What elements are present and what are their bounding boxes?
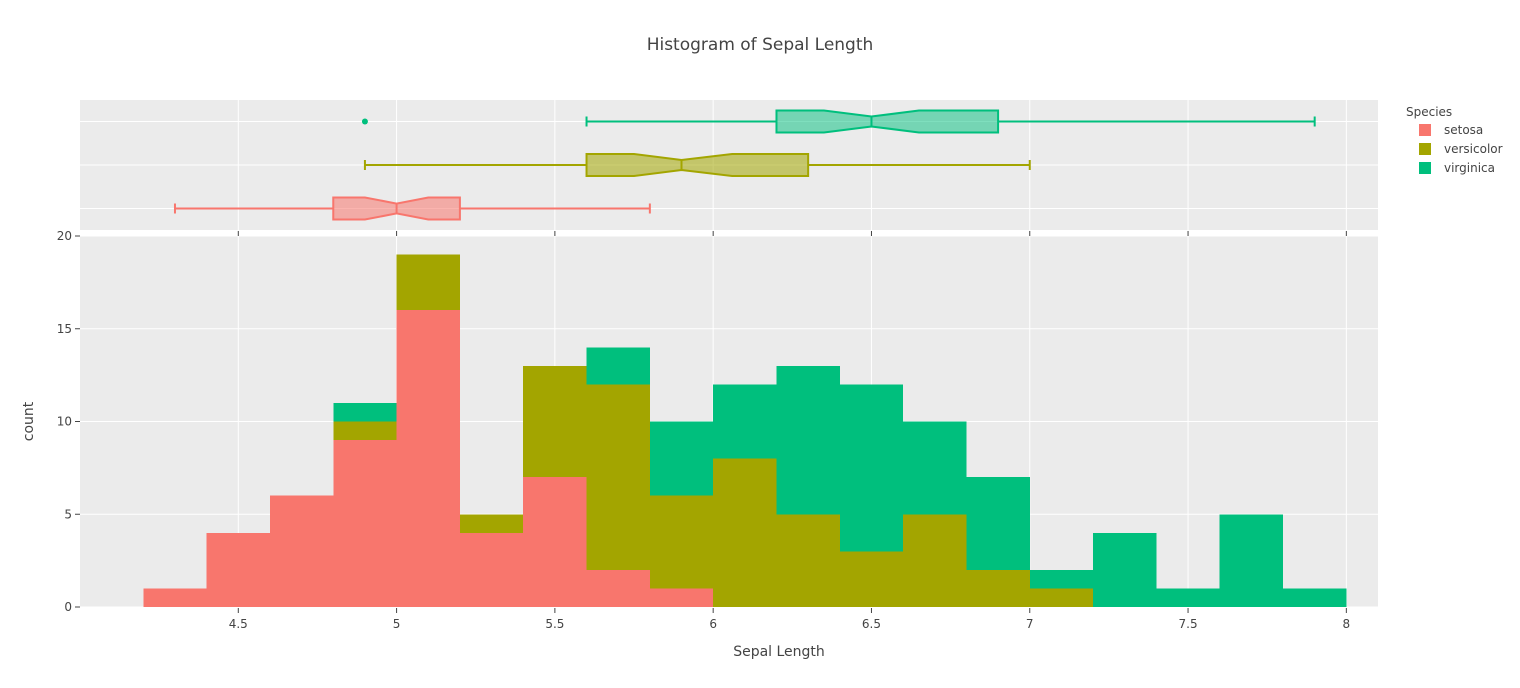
bar-versicolor-4.8 — [333, 421, 397, 441]
y-tick-label: 20 — [57, 229, 72, 243]
bar-virginica-7.6 — [1219, 514, 1284, 607]
y-tick-label: 15 — [57, 322, 72, 336]
bar-virginica-6.8 — [966, 477, 1030, 570]
bar-setosa-5 — [396, 310, 460, 607]
bar-virginica-7 — [1029, 569, 1094, 589]
bar-setosa-5.4 — [523, 477, 587, 607]
notched-box — [585, 153, 810, 177]
series-virginica — [333, 347, 1347, 607]
y-tick-label: 5 — [64, 507, 72, 521]
box-setosa — [173, 196, 651, 221]
x-tick-label: 6 — [709, 617, 717, 631]
bar-versicolor-5.8 — [649, 495, 714, 589]
bar-setosa-5.6 — [586, 569, 650, 607]
chart-title: Histogram of Sepal Length — [647, 35, 874, 55]
legend-label-versicolor: versicolor — [1444, 142, 1503, 156]
bar-versicolor-5.6 — [586, 384, 650, 570]
x-tick-label: 7.5 — [1179, 617, 1198, 631]
y-axis-title: count — [21, 401, 37, 441]
legend-swatch-versicolor — [1419, 143, 1431, 155]
legend-swatch-setosa — [1419, 124, 1431, 136]
x-tick-label: 5.5 — [545, 617, 564, 631]
bar-virginica-6.4 — [839, 384, 904, 552]
bar-setosa-5.8 — [649, 588, 714, 607]
bar-virginica-5.8 — [649, 421, 714, 496]
x-tick-label: 6.5 — [862, 617, 881, 631]
series-setosa — [143, 310, 714, 607]
legend-label-virginica: virginica — [1444, 161, 1495, 175]
bar-setosa-5.2 — [459, 532, 524, 607]
bar-versicolor-6.2 — [776, 514, 840, 607]
x-tick-label: 4.5 — [229, 617, 248, 631]
bar-versicolor-5.4 — [523, 365, 587, 478]
x-tick-label: 5 — [393, 617, 401, 631]
bar-virginica-7.2 — [1093, 532, 1157, 607]
legend: Species setosa versicolor virginica — [1406, 105, 1503, 175]
bar-versicolor-7 — [1029, 588, 1094, 607]
legend-swatch-virginica — [1419, 162, 1431, 174]
bar-virginica-6.6 — [903, 421, 967, 515]
x-tick-label: 8 — [1343, 617, 1351, 631]
bar-versicolor-6.8 — [966, 569, 1030, 607]
box-virginica — [361, 109, 1316, 134]
notched-box — [775, 109, 1000, 134]
outlier-point — [361, 118, 368, 125]
legend-title: Species — [1406, 105, 1452, 119]
bar-versicolor-5.2 — [459, 514, 524, 533]
bar-setosa-4.4 — [206, 532, 270, 607]
bar-virginica-4.8 — [333, 402, 397, 422]
bar-setosa-4.8 — [333, 440, 397, 607]
bar-setosa-4.6 — [269, 495, 334, 607]
box-versicolor — [363, 153, 1031, 177]
y-tick-label: 0 — [64, 600, 72, 614]
series-versicolor — [333, 254, 1094, 607]
bar-versicolor-6.6 — [903, 514, 967, 607]
bar-versicolor-5 — [396, 254, 460, 311]
bar-versicolor-6 — [713, 458, 777, 607]
bar-setosa-4.2 — [143, 588, 207, 607]
y-tick-label: 10 — [57, 415, 72, 429]
x-axis-title: Sepal Length — [733, 644, 825, 660]
bar-virginica-6 — [713, 384, 777, 459]
bar-virginica-7.4 — [1156, 588, 1220, 607]
bar-versicolor-6.4 — [839, 551, 904, 607]
x-tick-label: 7 — [1026, 617, 1034, 631]
bar-virginica-6.2 — [776, 365, 840, 515]
bar-virginica-5.6 — [586, 347, 650, 385]
legend-label-setosa: setosa — [1444, 123, 1483, 137]
bar-virginica-7.8 — [1283, 588, 1347, 607]
